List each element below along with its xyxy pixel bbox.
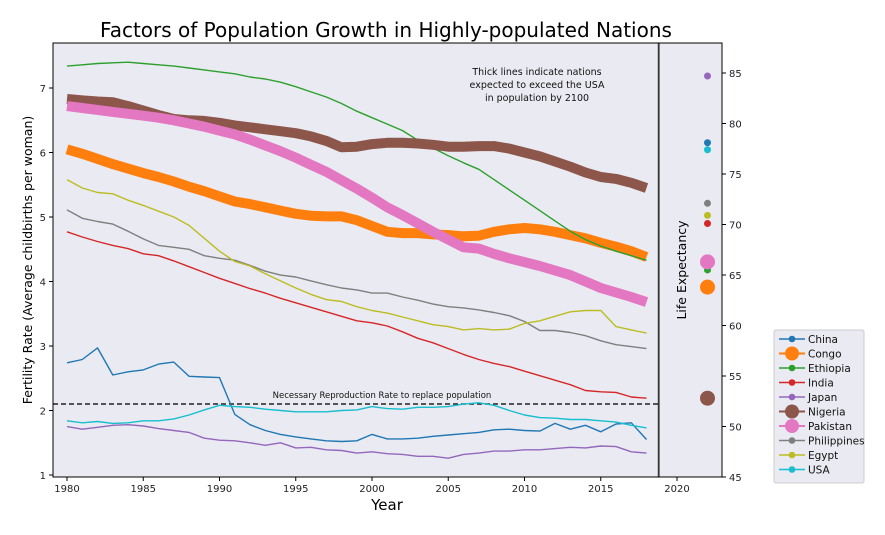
legend-label: Pakistan [808,421,852,433]
y-tick-label: 4 [40,278,46,289]
legend-label: Ethiopia [808,363,851,375]
y2-tick-label: 65 [729,271,742,282]
life-expectancy-dot-congo [700,279,715,295]
legend-label: Congo [808,349,842,361]
life-expectancy-dot-japan [704,72,711,80]
y-tick-label: 5 [40,213,46,224]
x-tick-label: 2015 [588,484,613,495]
legend-item-philippines: Philippines [779,436,865,448]
y2-axis-label: Life Expectancy [674,220,689,320]
legend-label: Egypt [808,450,838,462]
life-expectancy-dot-china [704,139,711,147]
y2-tick-label: 70 [729,221,742,232]
thick-lines-note-line-1: Thick lines indicate nations [471,67,601,78]
replacement-rate-label: Necessary Reproduction Rate to replace p… [273,391,492,401]
legend-label: Philippines [808,436,865,448]
life-expectancy-dot-nigeria [700,390,715,406]
y2-tick-label: 50 [729,423,742,434]
legend-swatch-marker [788,364,796,372]
y-tick-label: 6 [40,149,46,160]
legend-label: USA [808,465,831,477]
series-line-china [66,347,648,443]
legend-item-china: China [779,334,838,346]
y2-tick-label: 85 [729,69,742,80]
axis-ticks-group: 1980 1985 1990 1995 2000 2005 2010 2015 2020 1 2 3 4… [40,69,742,495]
x-tick-label: 2010 [512,484,537,495]
chart-title: Factors of Population Growth in Highly-p… [100,18,672,42]
thick-lines-note-line-3: in population by 2100 [485,93,589,104]
life-expectancy-dot-usa [704,146,711,154]
legend-item-ethiopia: Ethiopia [779,363,851,375]
life-expectancy-dot-india [704,219,711,227]
series-line-philippines [66,209,647,350]
legend-item-congo: Congo [779,346,842,361]
legend-item-pakistan: Pakistan [779,419,852,433]
y2-tick-label: 75 [729,170,742,181]
series-line-japan [66,424,647,459]
y2-tick-label: 60 [729,322,742,333]
legend-item-egypt: Egypt [779,450,838,462]
legend-item-japan: Japan [779,392,837,404]
series-line-ethiopia [66,61,647,261]
legend-swatch-marker [785,346,799,361]
legend-swatch-marker [788,393,796,401]
legend-swatch-marker [788,451,796,459]
legend-swatch-marker [785,419,799,433]
legend-label: India [808,378,834,390]
x-tick-label: 2005 [436,484,461,495]
main-plot-area [53,43,722,477]
series-line-pakistan [66,101,649,307]
y-axis-label: Fertility Rate (Average childbirths per … [20,116,35,405]
legend-label: Nigeria [808,407,846,419]
legend-swatch-marker [788,379,796,386]
legend-swatch-marker [785,404,799,419]
life-expectancy-dot-egypt [704,211,711,219]
legend-label: China [808,334,838,346]
y2-tick-label: 45 [729,473,742,484]
series-line-congo [65,144,649,262]
x-tick-label: 1985 [131,484,156,495]
plot-lines-group [53,43,715,477]
x-tick-label: 1990 [207,484,232,495]
x-tick-label: 1995 [283,484,308,495]
legend: China Congo Ethiopia India Japan Nigeria Pakis… [773,329,865,484]
y-tick-label: 3 [40,342,46,353]
y-tick-label: 2 [40,407,46,418]
y2-tick-label: 80 [729,120,742,131]
legend-swatch-marker [788,335,796,343]
x-tick-label: 2000 [359,484,384,495]
legend-label: Japan [807,392,837,404]
legend-item-nigeria: Nigeria [779,404,846,419]
series-line-egypt [66,178,647,334]
legend-swatch-marker [788,437,796,444]
legend-item-india: India [779,378,834,390]
y-tick-label: 1 [40,471,46,482]
series-line-usa [66,402,647,429]
legend-swatch-marker [788,466,796,473]
x-axis-label: Year [370,496,404,514]
life-expectancy-dot-pakistan [700,254,715,270]
legend-item-usa: USA [779,465,831,477]
x-tick-label: 2020 [664,484,689,495]
series-line-india [66,231,647,399]
thick-lines-note-line-2: expected to exceed the USA [470,80,605,91]
y-tick-label: 7 [40,84,46,95]
y2-tick-label: 55 [729,372,742,383]
x-tick-label: 1980 [54,484,79,495]
plot-frame [52,42,723,478]
life-expectancy-dot-philippines [704,199,711,207]
